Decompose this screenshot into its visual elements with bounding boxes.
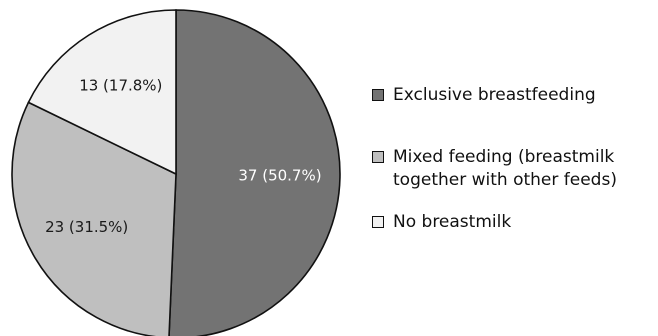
- legend-label-exclusive-breastfeeding: Exclusive breastfeeding: [393, 85, 596, 105]
- legend-item-exclusive-breastfeeding: Exclusive breastfeeding: [372, 84, 656, 107]
- legend-swatch-no-breastmilk: [372, 216, 384, 228]
- legend-swatch-exclusive-breastfeeding: [372, 89, 384, 101]
- legend-item-mixed-feeding: Mixed feeding (breastmilk together with …: [372, 146, 656, 192]
- legend-label-no-breastmilk: No breastmilk: [393, 212, 512, 232]
- slice-data-label-no-breastmilk: 13 (17.8%): [79, 76, 162, 94]
- slice-data-label-mixed-feeding: 23 (31.5%): [45, 218, 128, 236]
- legend-item-no-breastmilk: No breastmilk: [372, 211, 656, 234]
- pie-slice-mixed-feeding: [11, 101, 177, 336]
- slice-data-label-exclusive-breastfeeding: 37 (50.7%): [238, 167, 321, 185]
- legend-label-mixed-feeding: Mixed feeding (breastmilk together with …: [393, 147, 617, 190]
- pie-slice-exclusive-breastfeeding: [168, 9, 341, 336]
- pie-slice-no-breastmilk: [27, 9, 177, 176]
- legend-swatch-mixed-feeding: [372, 151, 384, 163]
